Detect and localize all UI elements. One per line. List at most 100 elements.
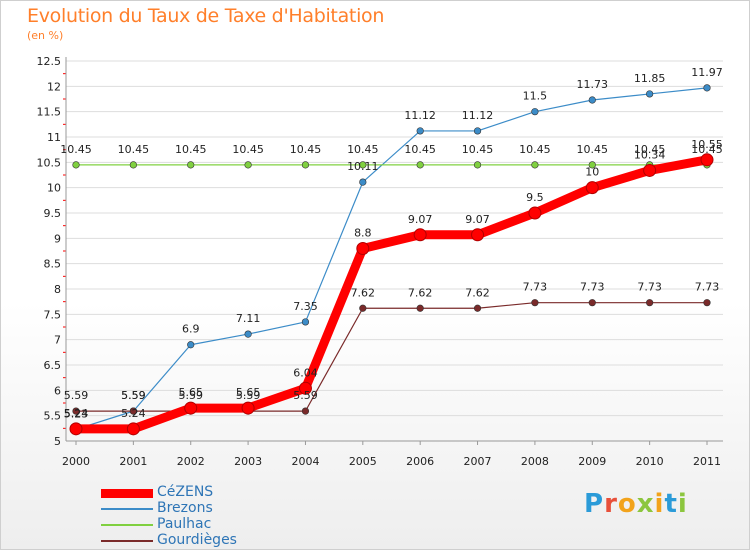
x-tick-label: 2008 [521,455,549,468]
data-label-gourdieges: 7.73 [695,281,720,294]
data-point-cezens [585,181,599,195]
data-label-brezons: 11.12 [462,109,494,122]
data-point-paulhac [301,161,310,169]
data-point-paulhac [72,161,80,169]
data-point-gourdieges [703,299,711,307]
x-tick-label: 2000 [62,455,90,468]
data-label-gourdieges: 5.59 [64,389,89,402]
data-point-brezons [646,90,654,98]
legend-label-gourdieges: Gourdièges [157,532,237,548]
data-point-cezens [413,228,427,242]
logo-letter: i [677,489,688,519]
data-point-paulhac [473,161,482,169]
data-label-brezons: 11.97 [691,66,723,79]
data-point-cezens [126,422,140,436]
y-tick-label: 7 [54,334,61,347]
data-label-cezens: 5.65 [178,386,203,399]
data-label-gourdieges: 7.73 [523,281,548,294]
y-tick-label: 5 [54,435,61,448]
legend-item-gourdieges: Gourdièges [101,532,321,549]
y-tick-label: 9 [54,232,61,245]
y-tick-label: 11.5 [37,106,62,119]
data-label-paulhac: 10.45 [519,143,551,156]
x-tick-label: 2009 [578,455,606,468]
legend-item-paulhac: Paulhac [101,516,321,533]
x-tick-label: 2004 [291,455,319,468]
data-label-brezons: 11.12 [404,109,436,122]
data-label-gourdieges: 7.62 [351,286,376,299]
data-point-cezens [528,206,542,220]
x-tick-label: 2003 [234,455,262,468]
data-point-cezens [643,163,657,177]
data-label-gourdieges: 5.59 [236,389,261,402]
data-label-gourdieges: 7.73 [580,281,605,294]
data-point-gourdieges [72,407,80,415]
data-point-gourdieges [473,304,482,312]
data-point-brezons [703,84,711,92]
data-label-paulhac: 10.45 [634,143,666,156]
series-line-cezens [71,155,712,434]
x-tick-label: 2010 [636,455,664,468]
data-point-cezens [471,228,485,242]
logo-letter: x [636,489,655,519]
x-tick-label: 2002 [177,455,205,468]
x-tick-label: 2007 [464,455,492,468]
data-label-gourdieges: 5.59 [178,389,203,402]
logo-letter: r [604,489,618,519]
data-point-paulhac [244,161,252,169]
logo-letter: o [617,489,637,519]
data-label-gourdieges: 5.59 [121,389,146,402]
chart-subtitle: (en %) [27,29,64,42]
data-label-gourdieges: 7.62 [465,286,490,299]
data-point-paulhac [416,161,424,169]
data-label-paulhac: 10.45 [347,143,379,156]
y-tick-label: 6.5 [44,359,62,372]
data-label-paulhac: 10.45 [118,143,150,156]
data-label-paulhac: 10.45 [404,143,436,156]
data-point-cezens [298,381,312,395]
data-point-gourdieges [588,299,596,307]
legend-swatch-brezons [101,508,153,510]
data-point-brezons [359,178,367,186]
data-point-paulhac [531,161,539,169]
data-label-paulhac: 10.45 [462,143,494,156]
y-tick-label: 8 [54,283,61,296]
y-tick-label: 11 [47,131,61,144]
x-tick-label: 2011 [693,455,721,468]
data-label-brezons: 7.11 [236,312,261,325]
data-label-paulhac: 10.45 [577,143,609,156]
data-label-brezons: 6.9 [182,323,200,336]
data-point-gourdieges [129,407,137,415]
data-label-cezens: 5.24 [121,407,146,420]
legend-item-cezens: CéZENS [101,484,321,501]
data-label-brezons: 7.35 [293,300,318,313]
logo-letter: P [584,489,605,519]
data-label-brezons: 11.5 [523,90,548,103]
data-label-cezens: 9.5 [526,191,544,204]
legend-label-paulhac: Paulhac [157,516,212,532]
y-tick-label: 8.5 [44,258,62,271]
y-tick-label: 6 [54,384,61,397]
legend-item-brezons: Brezons [101,500,321,517]
legend-label-brezons: Brezons [157,500,213,516]
data-label-paulhac: 10.45 [60,143,92,156]
logo-letter: t [664,489,678,519]
data-point-brezons [244,330,252,338]
data-label-brezons: 11.85 [634,72,666,85]
series-line-brezons [75,87,708,430]
logo-letter: i [654,489,665,519]
data-point-brezons [588,96,596,104]
x-tick-label: 2001 [119,455,147,468]
proxiti-logo: Proxiti [584,489,688,519]
y-tick-label: 12.5 [37,55,62,68]
data-point-gourdieges [646,299,654,307]
data-label-brezons: 5.23 [64,407,89,420]
data-point-gourdieges [531,299,539,307]
data-point-cezens [241,401,255,415]
y-tick-label: 10 [47,182,61,195]
data-point-brezons [416,127,424,135]
legend-swatch-gourdieges [101,540,153,542]
data-label-cezens: 10.55 [691,138,723,151]
data-label-paulhac: 10.45 [175,143,207,156]
data-point-brezons [473,127,482,135]
